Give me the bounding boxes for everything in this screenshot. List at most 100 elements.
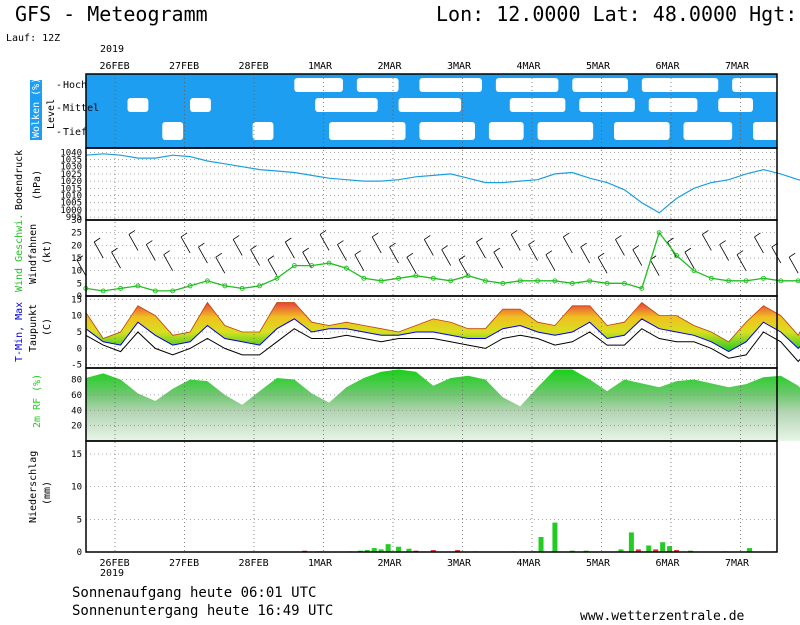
wind-speed-point-24 [500, 280, 506, 286]
wind-tick-10: 10 [71, 267, 82, 277]
wind-speed-point-4 [152, 288, 158, 294]
wind-speed-point-21 [448, 278, 454, 284]
wind-tick-5: 5 [77, 279, 82, 289]
date-label-bottom-2MAR: 2MAR [378, 558, 403, 569]
wind-barb-35 [684, 251, 695, 269]
cloud-blob-10 [579, 98, 635, 112]
date-label-bottom-4MAR: 4MAR [517, 558, 542, 569]
precip-tick-15: 15 [71, 450, 82, 460]
temp-range-band [85, 302, 800, 352]
cloud-blob-14 [190, 98, 211, 112]
wind-barb-flag-4 [146, 240, 153, 245]
date-label-top-2MAR: 2MAR [378, 61, 403, 72]
wind-barb-20 [423, 239, 434, 256]
wind-barb-flag-5 [163, 250, 170, 255]
cloud-blob-16 [329, 122, 406, 140]
pressure-tick-1035: 1035 [60, 156, 82, 166]
wind-speed-point-41 [795, 278, 800, 284]
date-label-bottom-28FEB: 28FEB [239, 558, 269, 569]
wind-barb-flag-12 [285, 237, 292, 243]
wind-barb-flag-10 [250, 245, 257, 250]
wind-barb-flag-9 [232, 235, 240, 240]
wind-barb-9 [232, 239, 243, 256]
wind-speed-point-29 [587, 278, 593, 284]
wind-speed-point-39 [760, 275, 766, 281]
cloud-level-mark-0: - [56, 80, 62, 91]
pressure-tick-1010: 1010 [60, 192, 82, 202]
precip-bar-23 [646, 545, 652, 552]
cloud-blob-20 [614, 122, 670, 140]
date-label-top-3MAR: 3MAR [447, 61, 472, 72]
wind-speed-point-20 [430, 275, 436, 281]
wind-barb-flag-0 [76, 255, 84, 261]
wind-barb-flag-36 [702, 230, 709, 235]
wind-speed-point-8 [222, 283, 228, 289]
wind-barb-7 [198, 246, 208, 264]
wind-barb-14 [319, 234, 330, 251]
precip-bar-22 [635, 549, 641, 552]
wind-barb-38 [736, 254, 747, 271]
cloud-blob-11 [648, 98, 698, 112]
year-label-bottom: 2019 [100, 568, 125, 579]
temp-tick-5: 5 [77, 328, 82, 338]
temp-tick-0: 0 [77, 344, 82, 354]
wind-barb-6 [180, 236, 191, 254]
wind-barb-17 [371, 236, 382, 254]
lat-label: Lat: [592, 2, 641, 26]
wind-speed-point-26 [535, 278, 541, 284]
cloud-blob-4 [572, 78, 628, 92]
wind-speed-line [85, 231, 800, 292]
wind-barb-21 [441, 249, 452, 266]
date-label-bottom-27FEB: 27FEB [169, 558, 199, 569]
precip-bar-5 [371, 548, 377, 552]
wind-speed-point-11 [274, 275, 280, 281]
wind-speed-point-28 [569, 280, 575, 286]
pressure-tick-1015: 1015 [60, 184, 82, 194]
date-label-bottom-1MAR: 1MAR [308, 558, 333, 569]
wind-barb-flag-38 [736, 250, 744, 255]
cloud-blob-3 [495, 78, 559, 92]
date-label-top-28FEB: 28FEB [239, 61, 269, 72]
cloud-blob-7 [315, 98, 378, 112]
source-link[interactable]: www.wetterzentrale.de [580, 609, 745, 624]
wind-tick-0: 0 [77, 292, 82, 302]
wind-barb-39 [754, 236, 764, 254]
date-label-top-1MAR: 1MAR [308, 61, 333, 72]
wind-barb-36 [701, 234, 712, 251]
wind-ylabel-barbs: Windfahnen [28, 224, 39, 284]
wind-barb-flag-13 [302, 247, 309, 253]
wind-barb-flag-29 [580, 242, 587, 248]
wind-barb-29 [580, 246, 591, 264]
precip-bar-25 [660, 542, 666, 552]
cloud-blob-9 [509, 98, 566, 112]
cloud-level-tief: Tief [63, 127, 87, 138]
date-label-top-26FEB: 26FEB [100, 61, 130, 72]
pressure-tick-1025: 1025 [60, 170, 82, 180]
panel-frame-2 [85, 219, 778, 297]
rh-tick-60: 60 [71, 391, 82, 401]
panel-frame-5 [85, 440, 778, 553]
wind-barb-flag-21 [441, 245, 448, 250]
wind-barb-flag-39 [754, 232, 761, 238]
wind-barb-flag-31 [615, 235, 622, 240]
sunset-text: Sonnenuntergang heute 16:49 UTC [72, 603, 334, 619]
wind-speed-point-10 [257, 283, 263, 289]
wind-barb-10 [250, 249, 260, 266]
wind-speed-point-25 [517, 278, 523, 284]
precip-bar-20 [618, 549, 624, 552]
wind-barb-26 [528, 244, 538, 261]
wind-barb-flag-35 [684, 247, 692, 253]
wind-speed-point-3 [135, 283, 141, 289]
wind-speed-point-27 [552, 278, 558, 284]
wind-barb-30 [597, 257, 608, 274]
temp-min-line [85, 318, 800, 353]
lon-label: Lon: [436, 2, 485, 26]
wind-barb-4 [145, 244, 156, 261]
precip-tick-10: 10 [71, 483, 82, 493]
wind-tick-25: 25 [71, 229, 82, 239]
wind-speed-point-2 [118, 285, 124, 291]
wind-speed-point-31 [621, 280, 627, 286]
wind-barb-flag-23 [476, 237, 483, 243]
